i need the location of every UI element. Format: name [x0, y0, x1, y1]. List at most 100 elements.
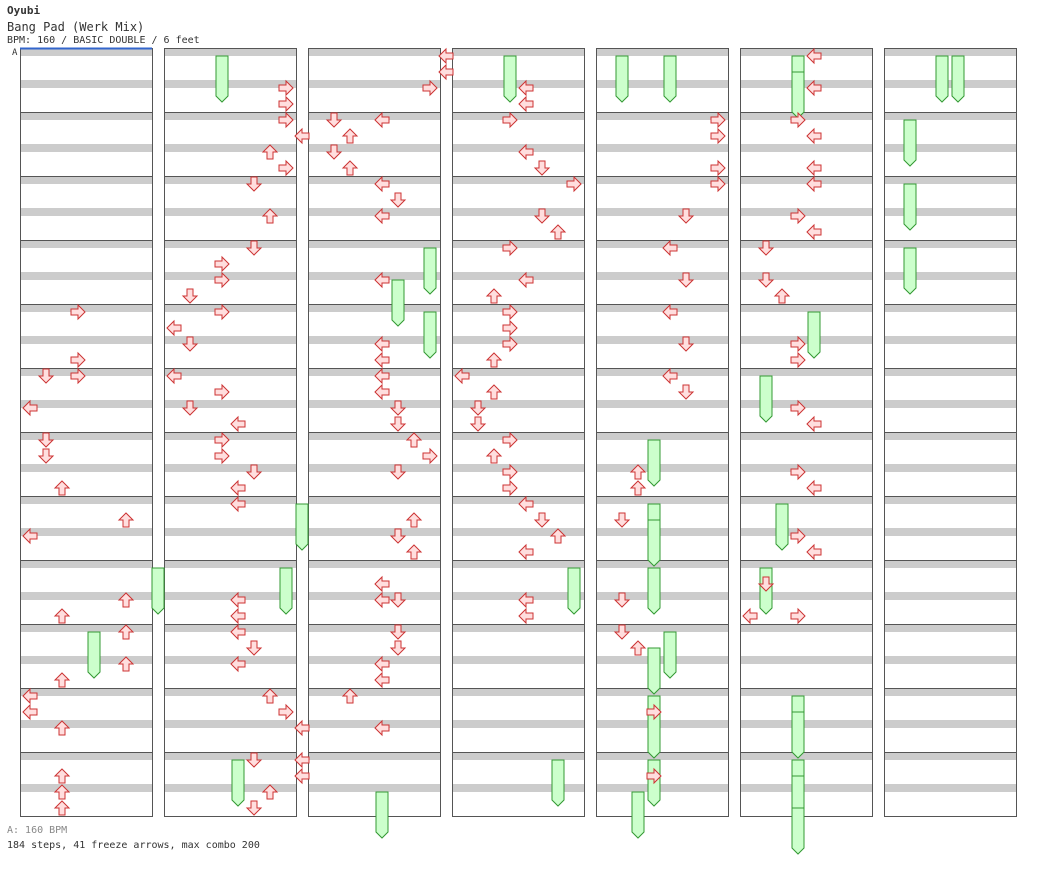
beat-stripe: [596, 80, 728, 88]
up-arrow-icon: [53, 720, 71, 736]
beat-stripe: [20, 112, 152, 120]
freeze-body: [551, 759, 565, 807]
freeze-arrow: [647, 647, 661, 695]
beat-stripe: [308, 80, 440, 88]
freeze-arrow: [807, 311, 821, 359]
left-arrow-icon: [806, 479, 822, 497]
down-arrow-icon: [533, 160, 551, 176]
left-arrow-icon: [806, 79, 822, 97]
down-arrow-icon: [613, 624, 631, 640]
beat-stripe: [452, 432, 584, 440]
freeze-body: [423, 311, 437, 359]
right-arrow-icon: [70, 351, 86, 369]
down-arrow-icon: [245, 240, 263, 256]
freeze-arrow: [375, 791, 389, 839]
beat-stripe: [740, 272, 872, 280]
left-arrow-icon: [438, 63, 454, 81]
left-arrow-icon: [230, 623, 246, 641]
chart-column: [20, 48, 153, 817]
freeze-body: [903, 119, 917, 167]
up-arrow-icon: [405, 512, 423, 528]
up-arrow-icon: [117, 592, 135, 608]
freeze-arrow: [791, 711, 805, 759]
beat-stripe: [164, 208, 296, 216]
right-arrow-icon: [502, 463, 518, 481]
freeze-arrow: [295, 503, 309, 551]
right-arrow-icon: [646, 767, 662, 785]
beat-stripe: [164, 240, 296, 248]
beat-stripe: [740, 464, 872, 472]
left-arrow-icon: [374, 111, 390, 129]
down-arrow-icon: [389, 192, 407, 208]
left-arrow-icon: [518, 95, 534, 113]
right-arrow-icon: [502, 479, 518, 497]
beat-stripe: [596, 624, 728, 632]
up-arrow-icon: [53, 608, 71, 624]
down-arrow-icon: [533, 208, 551, 224]
beat-stripe: [452, 272, 584, 280]
beat-stripe: [884, 240, 1016, 248]
beat-stripe: [20, 176, 152, 184]
left-arrow-icon: [374, 351, 390, 369]
down-arrow-icon: [613, 512, 631, 528]
down-arrow-icon: [37, 368, 55, 384]
beat-stripe: [452, 208, 584, 216]
freeze-arrow: [647, 567, 661, 615]
down-arrow-icon: [325, 144, 343, 160]
left-arrow-icon: [518, 495, 534, 513]
right-arrow-icon: [710, 127, 726, 145]
beat-stripe: [164, 592, 296, 600]
beat-stripe: [596, 432, 728, 440]
freeze-arrow: [151, 567, 165, 615]
chart-column: [164, 48, 297, 817]
left-arrow-icon: [22, 703, 38, 721]
beat-stripe: [452, 784, 584, 792]
beat-stripe: [740, 48, 872, 56]
down-arrow-icon: [677, 336, 695, 352]
up-arrow-icon: [261, 688, 279, 704]
right-arrow-icon: [278, 95, 294, 113]
beat-stripe: [452, 496, 584, 504]
beat-stripe: [20, 240, 152, 248]
beat-stripe: [20, 368, 152, 376]
beat-stripe: [884, 80, 1016, 88]
beat-stripe: [740, 688, 872, 696]
beat-stripe: [452, 144, 584, 152]
beat-stripe: [596, 464, 728, 472]
beat-stripe: [596, 720, 728, 728]
beat-stripe: [596, 560, 728, 568]
up-arrow-icon: [405, 432, 423, 448]
beat-stripe: [452, 304, 584, 312]
freeze-arrow: [791, 71, 805, 119]
beat-stripe: [884, 560, 1016, 568]
freeze-body: [295, 503, 309, 551]
right-arrow-icon: [422, 447, 438, 465]
beat-stripe: [884, 784, 1016, 792]
left-arrow-icon: [806, 543, 822, 561]
beat-stripe: [20, 208, 152, 216]
freeze-arrow: [647, 519, 661, 567]
down-arrow-icon: [389, 416, 407, 432]
beat-stripe: [164, 304, 296, 312]
freeze-body: [615, 55, 629, 103]
left-arrow-icon: [518, 143, 534, 161]
left-arrow-icon: [374, 655, 390, 673]
beat-stripe: [164, 432, 296, 440]
left-arrow-icon: [374, 207, 390, 225]
beat-stripe: [452, 48, 584, 56]
left-arrow-icon: [374, 271, 390, 289]
beat-stripe: [20, 48, 152, 56]
freeze-arrow: [647, 439, 661, 487]
beat-stripe: [740, 304, 872, 312]
beat-stripe: [740, 624, 872, 632]
left-arrow-icon: [806, 223, 822, 241]
left-arrow-icon: [518, 543, 534, 561]
beat-stripe: [20, 688, 152, 696]
left-arrow-icon: [662, 303, 678, 321]
beat-stripe: [596, 496, 728, 504]
right-arrow-icon: [278, 79, 294, 97]
footer-stats: 184 steps, 41 freeze arrows, max combo 2…: [7, 840, 260, 851]
beat-stripe: [452, 176, 584, 184]
beat-stripe: [308, 432, 440, 440]
beat-stripe: [452, 688, 584, 696]
